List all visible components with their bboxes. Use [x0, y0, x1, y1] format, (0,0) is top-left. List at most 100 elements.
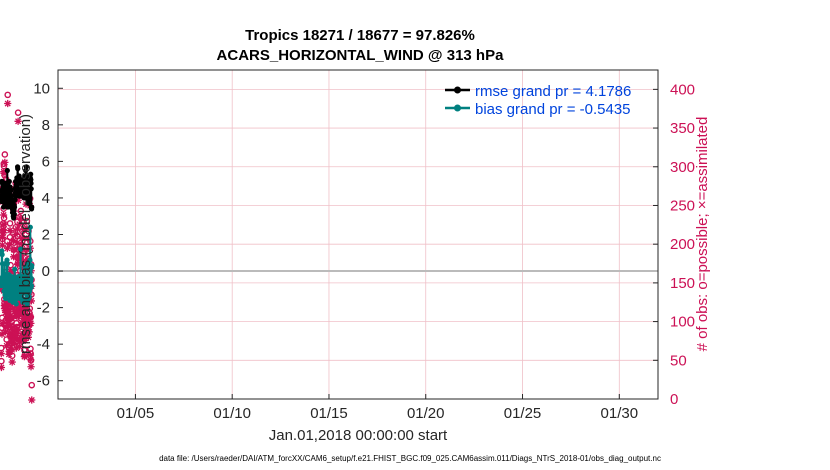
y-left-tick-label: 0 — [42, 263, 50, 280]
rmse-point — [23, 164, 29, 170]
obs-assimilated-point — [10, 246, 18, 254]
obs-assimilated-point — [17, 214, 25, 222]
obs-assimilated-point — [7, 321, 15, 329]
obs-assimilated-point — [7, 339, 15, 347]
chart-title-line2: ACARS_HORIZONTAL_WIND @ 313 hPa — [217, 47, 505, 64]
x-tick-label: 01/15 — [310, 405, 348, 422]
x-tick-label: 01/10 — [213, 405, 251, 422]
rmse-point — [11, 204, 18, 210]
obs-assimilated-point — [1, 158, 9, 166]
y-right-tick-label: 250 — [670, 197, 695, 214]
obs-assimilated-point — [4, 309, 12, 317]
obs-assimilated-point — [4, 322, 12, 330]
legend-rmse-marker — [454, 86, 461, 94]
obs-assimilated-point — [13, 239, 21, 247]
obs-assimilated-point — [15, 342, 24, 351]
obs-assimilated-point — [21, 336, 29, 344]
footer-data-file: data file: /Users/raeder/DAI/ATM_forcXX/… — [159, 454, 661, 463]
obs-assimilated-point — [27, 363, 35, 371]
obs-assimilated-point — [24, 333, 32, 341]
rmse-point — [11, 211, 17, 217]
obs-assimilated-point — [14, 117, 22, 125]
obs-assimilated-point — [19, 305, 27, 313]
obs-assimilated-point — [0, 241, 6, 249]
obs-assimilated-point — [8, 314, 16, 322]
legend-bias-marker — [454, 104, 461, 112]
obs-assimilated-point — [18, 240, 26, 249]
y-axis-right: 0 50 100 150 200 250 300 350 400 — [653, 81, 695, 408]
obs-assimilated-point — [12, 344, 20, 352]
y-left-tick-label: 4 — [42, 190, 50, 207]
obs-assimilated-point — [14, 196, 22, 204]
obs-assimilated-point — [27, 319, 35, 327]
obs-assimilated-point — [3, 342, 11, 350]
obs-assimilated-point — [18, 234, 27, 242]
bias-point — [27, 257, 33, 263]
y-right-tick-label: 150 — [670, 275, 695, 292]
rmse-point — [28, 177, 34, 183]
obs-possible-point — [0, 357, 5, 365]
bias-point — [29, 262, 35, 269]
obs-possible-point — [17, 207, 25, 215]
obs-assimilated-point — [28, 396, 36, 404]
obs-possible-point — [3, 336, 10, 343]
obs-possible-point — [1, 151, 9, 158]
y-left-tick-label: -4 — [37, 336, 50, 353]
x-tick-label: 01/20 — [407, 405, 445, 422]
bias-series — [0, 224, 35, 307]
obs-assimilated-point — [21, 312, 29, 320]
obs-possible-point — [4, 91, 12, 99]
obs-assimilated-point — [6, 267, 15, 276]
obs-assimilated-point — [10, 308, 18, 316]
obs-assimilated-point — [0, 305, 9, 313]
obs-assimilated-point — [16, 298, 24, 307]
legend-bias-label: bias grand pr = -0.5435 — [475, 101, 631, 118]
obs-assimilated-point — [9, 236, 18, 245]
obs-assimilated-point — [2, 322, 10, 331]
obs-assimilated-point — [27, 356, 35, 364]
obs-assimilated-point — [20, 318, 28, 327]
obs-assimilated-point — [24, 318, 32, 327]
obs-possible-point — [28, 381, 36, 389]
rmse-point — [28, 180, 34, 186]
obs-assimilated-point — [3, 244, 11, 252]
obs-assimilated-point — [22, 200, 30, 208]
obs-assimilated-point — [0, 229, 8, 237]
y-left-tick-label: 6 — [42, 153, 50, 170]
obs-assimilated-point — [8, 346, 16, 354]
obs-assimilated-point — [11, 336, 19, 344]
obs-assimilated-point — [0, 233, 7, 242]
rmse-point — [27, 195, 33, 201]
y-right-tick-label: 100 — [670, 314, 695, 331]
y-axis-left-label: rmse and bias (model - observation) — [17, 114, 34, 354]
y-left-tick-label: 2 — [42, 227, 50, 244]
y-right-tick-label: 50 — [670, 352, 687, 369]
legend: rmse grand pr = 4.1786 bias grand pr = -… — [445, 83, 631, 118]
obs-assimilated-point — [24, 234, 33, 242]
bias-point — [28, 283, 34, 289]
obs-assimilated-point — [16, 338, 24, 346]
y-axis-left: -6 -4 -2 0 2 4 6 8 10 — [33, 80, 63, 390]
obs-assimilated-point — [23, 305, 31, 314]
chart-title-line1: Tropics 18271 / 18677 = 97.826% — [245, 27, 475, 44]
obs-assimilated-point — [5, 329, 13, 338]
obs-assimilated-point — [25, 328, 33, 336]
obs-assimilated-point — [8, 324, 16, 332]
obs-possible-point — [23, 217, 31, 225]
bias-point — [4, 261, 10, 267]
grid — [58, 70, 658, 400]
x-tick-label: 01/30 — [601, 405, 639, 422]
obs-assimilated-point — [13, 312, 21, 320]
rmse-point — [28, 186, 34, 192]
rmse-point — [28, 171, 34, 177]
obs-assimilated-point — [15, 252, 23, 260]
y-right-tick-label: 350 — [670, 120, 695, 137]
y-left-tick-label: -2 — [37, 300, 50, 317]
obs-assimilated-point — [3, 299, 11, 307]
obs-assimilated-point — [26, 311, 34, 319]
x-tick-label: 01/05 — [117, 405, 155, 422]
obs-assimilated-point — [0, 169, 8, 177]
y-left-tick-label: 8 — [42, 117, 50, 134]
